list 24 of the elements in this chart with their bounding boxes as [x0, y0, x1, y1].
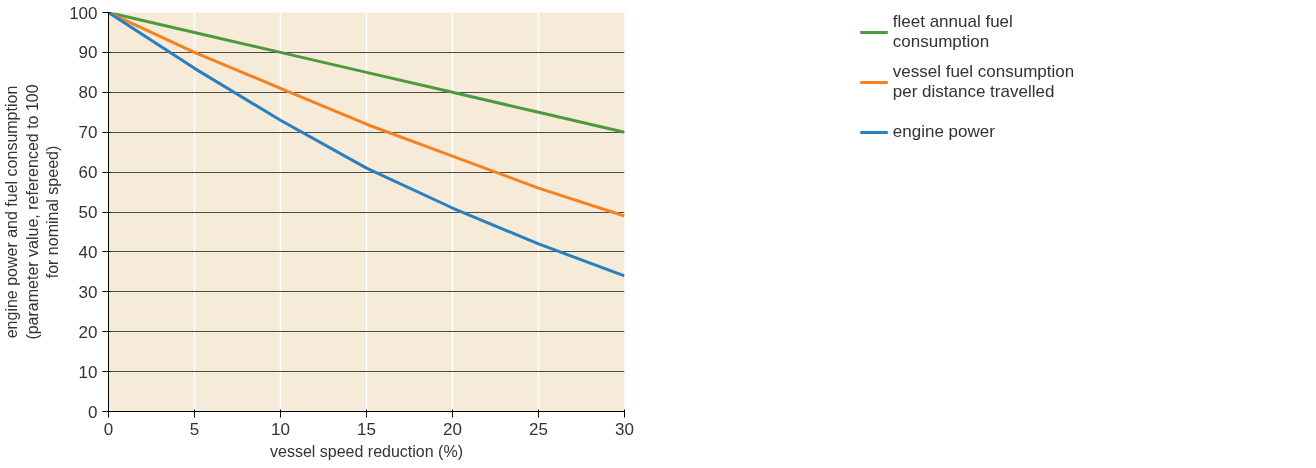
x-tick-label: 5: [189, 419, 200, 439]
line-series: [108, 12, 625, 278]
y-axis-title: engine power and fuel consumption (parameter value, referenced to 100 for nominal speed): [3, 84, 62, 340]
x-tick-label: 15: [357, 419, 376, 439]
y-tick-label: 90: [78, 43, 98, 63]
x-tick-label: 25: [529, 419, 548, 439]
legend-label: fleet annual fuel consumption: [892, 12, 1013, 52]
y-tick-label: 80: [78, 83, 98, 103]
legend-label: engine power: [892, 121, 995, 143]
y-tick-label: 30: [78, 282, 98, 302]
y-tick-label: 100: [69, 3, 98, 23]
y-tick-label: 20: [78, 322, 98, 342]
legend-label: vessel fuel consumption per distance travelled: [892, 62, 1075, 102]
y-tick-label: 50: [78, 203, 98, 222]
x-tick-label: 30: [615, 419, 634, 439]
x-axis-title: vessel speed reduction (%): [270, 442, 463, 460]
x-tick-label: 20: [443, 419, 462, 439]
x-tick-label: 10: [271, 419, 290, 439]
y-tick-label: 60: [78, 163, 98, 183]
x-tick-label: 0: [103, 419, 114, 439]
y-tick-label: 70: [78, 123, 98, 143]
y-tick-label: 40: [78, 242, 98, 262]
y-tick-label: 10: [78, 362, 98, 382]
y-tick-label: 0: [88, 402, 98, 422]
